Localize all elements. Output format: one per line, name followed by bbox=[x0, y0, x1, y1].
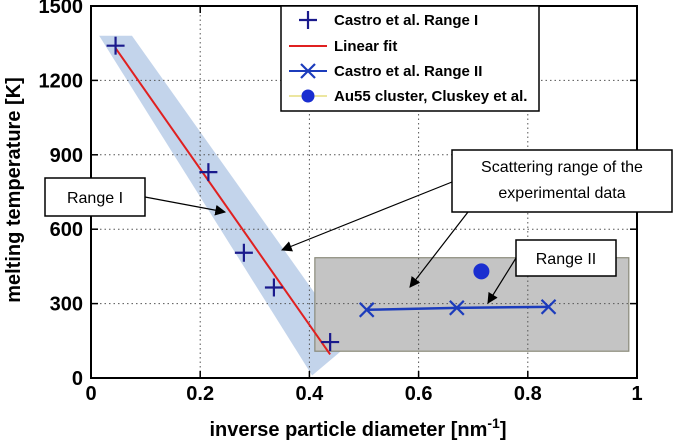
range-ii-point-0-b bbox=[358, 302, 375, 318]
annotation-scattering-arrow-left bbox=[280, 181, 453, 252]
range-i-point-0 bbox=[106, 36, 125, 55]
annotation-scattering-range-line-1: Scattering range of the bbox=[481, 159, 643, 176]
axis-ticks: 0 0.2 0.4 0.6 0.8 1 0 300 600 900 1200 1500 bbox=[39, 0, 643, 405]
x-axis-title-suffix: ] bbox=[500, 419, 507, 441]
au55-cluster-point-0 bbox=[473, 263, 490, 280]
legend-label-castro-range-ii: Castro et al. Range II bbox=[334, 63, 482, 80]
legend-item-castro-range-i: Castro et al. Range I bbox=[299, 11, 478, 29]
x-tick-label-2: 0.4 bbox=[295, 383, 324, 405]
annotation-scattering-arrow-down bbox=[409, 211, 469, 288]
y-tick-label-0: 0 bbox=[72, 368, 83, 390]
x-tick-label-4: 0.8 bbox=[514, 383, 542, 405]
legend-label-castro-range-i: Castro et al. Range I bbox=[334, 12, 478, 29]
y-axis-title: melting temperature [K] bbox=[3, 77, 25, 303]
x-tick-label-1: 0.2 bbox=[186, 383, 214, 405]
range-ii-point-1 bbox=[449, 300, 465, 316]
y-tick-label-2: 600 bbox=[50, 219, 83, 241]
legend: Castro et al. Range I Linear fit Castro … bbox=[280, 5, 540, 112]
x-axis-title-superscript: -1 bbox=[487, 415, 500, 431]
annotation-range-i-arrow bbox=[144, 196, 227, 216]
annotation-range-i: Range I bbox=[44, 177, 227, 217]
legend-label-linear-fit: Linear fit bbox=[334, 38, 397, 55]
legend-plus-marker-icon bbox=[299, 11, 317, 29]
legend-item-au55-cluster: Au55 cluster, Cluskey et al. bbox=[289, 88, 527, 105]
range-ii-point-1-b bbox=[449, 300, 465, 316]
range-ii-point-2 bbox=[540, 299, 557, 315]
range-i-point-4 bbox=[321, 333, 340, 352]
annotation-range-ii: Range II bbox=[487, 239, 617, 304]
annotation-range-ii-label: Range II bbox=[536, 251, 596, 268]
range-i-point-1 bbox=[199, 163, 218, 182]
data-series bbox=[106, 36, 557, 356]
y-tick-label-5: 1500 bbox=[39, 0, 84, 18]
linear-fit-line bbox=[114, 47, 331, 356]
range-i-point-2 bbox=[234, 243, 253, 262]
legend-item-castro-range-ii: Castro et al. Range II bbox=[289, 63, 482, 80]
legend-x-marker-icon bbox=[300, 63, 316, 79]
range-ii-point-0 bbox=[358, 302, 375, 318]
legend-circle-marker-icon bbox=[301, 89, 315, 103]
legend-box bbox=[280, 5, 540, 112]
y-tick-label-4: 1200 bbox=[39, 70, 84, 92]
legend-item-linear-fit: Linear fit bbox=[289, 38, 397, 55]
y-tick-label-3: 900 bbox=[50, 145, 83, 167]
annotation-scattering-range-line-2: experimental data bbox=[498, 185, 625, 202]
x-axis-title: inverse particle diameter [nm-1] bbox=[209, 415, 506, 441]
x-axis-title-main: inverse particle diameter [nm bbox=[209, 419, 487, 441]
x-tick-label-3: 0.6 bbox=[405, 383, 433, 405]
x-tick-label-0: 0 bbox=[85, 383, 96, 405]
annotation-scattering-range: Scattering range of the experimental dat… bbox=[280, 149, 673, 288]
annotation-range-i-box bbox=[44, 177, 146, 217]
legend-label-au55-cluster: Au55 cluster, Cluskey et al. bbox=[334, 88, 527, 105]
legend-x-glyph-b bbox=[300, 63, 316, 79]
annotation-range-i-label: Range I bbox=[67, 190, 123, 207]
annotation-range-ii-arrow bbox=[487, 257, 517, 304]
range-ii-point-2-b bbox=[540, 299, 557, 315]
annotation-range-ii-box bbox=[515, 239, 617, 277]
x-tick-label-5: 1 bbox=[631, 383, 642, 405]
y-tick-label-1: 300 bbox=[50, 294, 83, 316]
legend-plus-glyph bbox=[299, 11, 317, 29]
annotation-scattering-range-box bbox=[451, 149, 673, 213]
range-i-point-3 bbox=[264, 278, 283, 297]
legend-x-glyph bbox=[300, 63, 316, 79]
